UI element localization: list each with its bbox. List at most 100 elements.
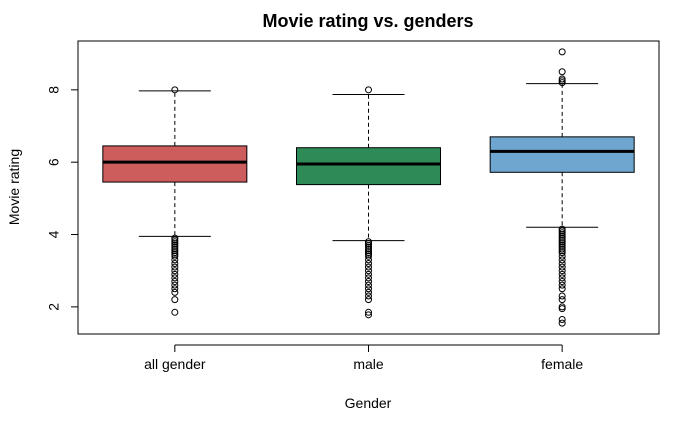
outlier-point (558, 68, 566, 76)
y-tick-label: 2 (46, 303, 62, 311)
outlier-point (558, 240, 566, 248)
outlier-point (171, 296, 179, 304)
outlier-point (558, 303, 566, 311)
outlier-point (365, 288, 372, 296)
outlier-point (365, 240, 372, 248)
outlier-point (558, 270, 566, 278)
box-all-gender (102, 86, 248, 316)
outlier-point (171, 86, 179, 94)
x-tick-label: male (353, 356, 384, 372)
boxes-group (102, 48, 635, 327)
outlier-point (171, 274, 179, 282)
iqr-box (102, 145, 248, 183)
outlier-point (558, 227, 566, 235)
outlier-point (365, 241, 372, 249)
outlier-point (171, 252, 179, 260)
outlier-point (558, 77, 566, 85)
outlier-point (365, 243, 372, 251)
outlier-point (558, 305, 566, 313)
outlier-point (171, 247, 179, 255)
outlier-point (558, 285, 566, 293)
box-male (296, 86, 441, 319)
outlier-point (171, 285, 179, 293)
outlier-point (558, 48, 566, 56)
outlier-point (558, 281, 566, 289)
outlier-point (171, 288, 179, 296)
outlier-point (558, 252, 566, 260)
outlier-point (558, 225, 566, 233)
outlier-point (558, 234, 566, 242)
outlier-point (365, 256, 372, 264)
outlier-point (365, 267, 372, 275)
outlier-point (558, 241, 566, 249)
outlier-point (171, 240, 179, 248)
outlier-point (558, 236, 566, 244)
outlier-point (365, 250, 372, 258)
outlier-point (171, 241, 179, 249)
outlier-point (365, 86, 372, 94)
outlier-point (171, 270, 179, 278)
outlier-point (558, 267, 566, 275)
outlier-point (171, 308, 179, 316)
outlier-point (171, 243, 179, 251)
outlier-point (558, 245, 566, 253)
outlier-point (558, 232, 566, 240)
outlier-point (171, 256, 179, 264)
outlier-point (171, 281, 179, 289)
chart-title: Movie rating vs. genders (262, 11, 473, 31)
outlier-point (558, 75, 566, 83)
outlier-point (171, 236, 179, 244)
iqr-box (296, 147, 441, 186)
outlier-point (558, 259, 566, 267)
outlier-point (558, 256, 566, 264)
outlier-point (171, 245, 179, 253)
outlier-point (365, 285, 372, 293)
outlier-point (171, 234, 179, 242)
outlier-point (558, 274, 566, 282)
y-axis-label: Movie rating (6, 149, 22, 225)
outlier-point (365, 238, 372, 246)
outlier-point (365, 263, 372, 271)
outlier-point (365, 247, 372, 255)
outlier-point (365, 245, 372, 253)
outlier-point (365, 296, 372, 304)
x-tick-label: female (541, 356, 583, 372)
outlier-point (558, 79, 566, 87)
outlier-point (171, 238, 179, 246)
outlier-point (365, 278, 372, 286)
outlier-point (558, 238, 566, 246)
y-tick-label: 8 (46, 86, 62, 94)
outlier-point (558, 278, 566, 286)
outlier-point (558, 231, 566, 239)
outlier-point (171, 250, 179, 258)
outlier-point (558, 263, 566, 271)
iqr-box (489, 136, 635, 173)
outlier-point (171, 249, 179, 257)
outlier-point (171, 278, 179, 286)
outlier-point (365, 311, 372, 319)
outlier-point (558, 243, 566, 251)
x-tick-label: all gender (144, 356, 206, 372)
outlier-point (558, 296, 566, 304)
outlier-point (558, 292, 566, 300)
outlier-point (365, 270, 372, 278)
outlier-point (558, 319, 566, 327)
outlier-point (171, 259, 179, 267)
y-tick-label: 6 (46, 158, 62, 166)
outlier-point (365, 249, 372, 257)
box-female (489, 48, 635, 327)
outlier-point (365, 252, 372, 260)
outlier-point (558, 249, 566, 257)
x-axis-ticks: all gender male female (144, 345, 583, 372)
outlier-point (365, 274, 372, 282)
y-axis-ticks: 2 4 6 8 (46, 86, 78, 311)
outlier-point (558, 316, 566, 324)
outlier-point (365, 308, 372, 316)
outlier-point (558, 247, 566, 255)
outlier-point (365, 259, 372, 267)
outlier-point (365, 281, 372, 289)
outlier-point (558, 229, 566, 237)
outlier-point (171, 267, 179, 275)
outlier-point (365, 292, 372, 300)
